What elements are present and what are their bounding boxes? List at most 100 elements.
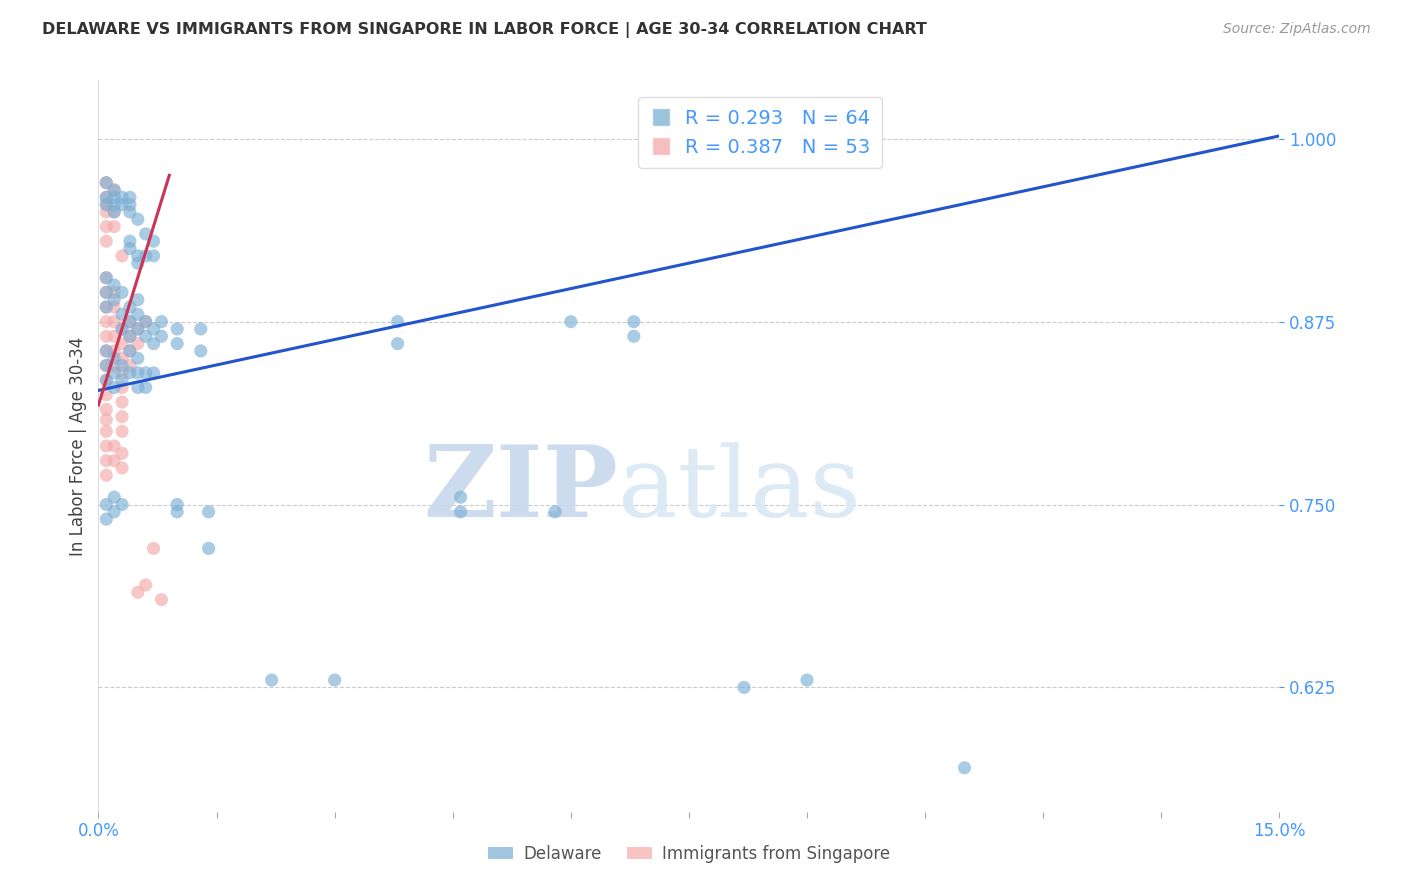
Point: [150, 592, 173, 607]
Point: [197, 505, 219, 519]
Point: [166, 505, 188, 519]
Point: [96, 270, 118, 285]
Point: [103, 183, 125, 197]
Point: [103, 315, 125, 329]
Point: [118, 343, 141, 358]
Point: [103, 329, 125, 343]
Point: [103, 359, 125, 373]
Point: [118, 197, 141, 211]
Point: [150, 315, 173, 329]
Point: [127, 293, 149, 307]
Point: [127, 212, 149, 227]
Point: [103, 505, 125, 519]
Point: [111, 249, 134, 263]
Point: [96, 388, 118, 402]
Y-axis label: In Labor Force | Age 30-34: In Labor Force | Age 30-34: [69, 336, 87, 556]
Point: [387, 336, 409, 351]
Point: [103, 205, 125, 219]
Point: [96, 176, 118, 190]
Point: [96, 219, 118, 234]
Point: [103, 293, 125, 307]
Point: [118, 315, 141, 329]
Point: [96, 205, 118, 219]
Point: [96, 512, 118, 526]
Point: [190, 322, 212, 336]
Point: [111, 498, 134, 512]
Point: [166, 336, 188, 351]
Point: [135, 366, 157, 380]
Point: [111, 197, 134, 211]
Point: [118, 242, 141, 256]
Point: [96, 498, 118, 512]
Point: [103, 351, 125, 366]
Point: [103, 366, 125, 380]
Point: [96, 373, 118, 387]
Point: [103, 219, 125, 234]
Point: [135, 249, 157, 263]
Point: [127, 249, 149, 263]
Point: [135, 329, 157, 343]
Point: [96, 359, 118, 373]
Point: [118, 205, 141, 219]
Point: [142, 336, 165, 351]
Point: [103, 197, 125, 211]
Point: [127, 336, 149, 351]
Point: [96, 343, 118, 358]
Point: [111, 322, 134, 336]
Point: [111, 366, 134, 380]
Point: [96, 329, 118, 343]
Point: [96, 373, 118, 387]
Point: [135, 578, 157, 592]
Point: [142, 234, 165, 248]
Point: [118, 300, 141, 314]
Point: [111, 307, 134, 321]
Point: [103, 300, 125, 314]
Point: [96, 439, 118, 453]
Point: [96, 190, 118, 204]
Point: [111, 380, 134, 394]
Point: [118, 315, 141, 329]
Point: [142, 249, 165, 263]
Point: [150, 329, 173, 343]
Point: [118, 359, 141, 373]
Point: [127, 322, 149, 336]
Point: [96, 300, 118, 314]
Point: [96, 285, 118, 300]
Point: [118, 329, 141, 343]
Point: [111, 395, 134, 409]
Point: [96, 412, 118, 426]
Point: [450, 490, 472, 504]
Point: [96, 425, 118, 439]
Point: [796, 673, 818, 687]
Point: [103, 183, 125, 197]
Point: [103, 439, 125, 453]
Point: [111, 425, 134, 439]
Point: [96, 468, 118, 483]
Legend: Delaware, Immigrants from Singapore: Delaware, Immigrants from Singapore: [481, 838, 897, 869]
Point: [142, 366, 165, 380]
Point: [323, 673, 346, 687]
Point: [96, 453, 118, 467]
Point: [111, 336, 134, 351]
Point: [135, 227, 157, 241]
Point: [103, 278, 125, 293]
Point: [103, 490, 125, 504]
Point: [733, 681, 755, 695]
Point: [103, 380, 125, 394]
Point: [103, 343, 125, 358]
Point: [118, 329, 141, 343]
Point: [96, 343, 118, 358]
Point: [111, 409, 134, 424]
Point: [96, 402, 118, 417]
Point: [96, 197, 118, 211]
Point: [111, 351, 134, 366]
Point: [118, 343, 141, 358]
Point: [387, 315, 409, 329]
Point: [96, 300, 118, 314]
Point: [103, 453, 125, 467]
Point: [127, 351, 149, 366]
Point: [135, 315, 157, 329]
Point: [127, 322, 149, 336]
Point: [96, 285, 118, 300]
Point: [127, 366, 149, 380]
